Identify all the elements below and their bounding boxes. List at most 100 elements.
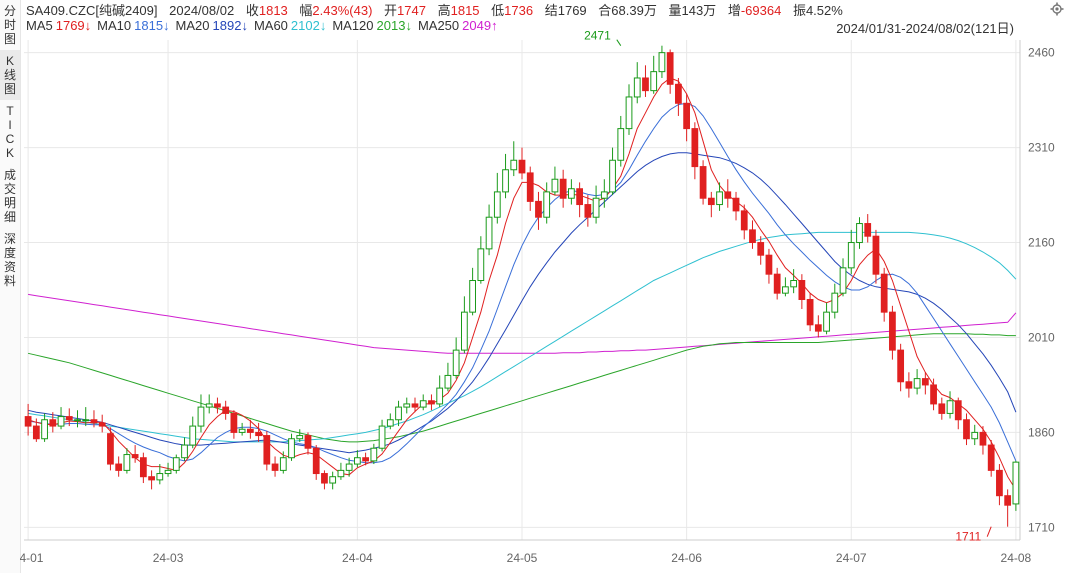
candle	[716, 182, 723, 211]
candle	[699, 160, 707, 205]
candle-body	[197, 406, 205, 427]
candle	[740, 204, 748, 240]
candle	[987, 440, 995, 477]
chg-label: 增	[727, 3, 741, 18]
ma60-line	[28, 231, 1017, 443]
candle	[749, 220, 756, 249]
low-label: 低	[491, 3, 505, 18]
candle-body	[189, 425, 197, 446]
candle	[584, 195, 592, 227]
candle	[263, 431, 271, 471]
candle-body	[90, 419, 98, 424]
candle-body	[230, 412, 238, 433]
candle-body	[716, 191, 723, 206]
sidebar-tab-4[interactable]: 深度资料	[0, 228, 20, 292]
x-tick-label: 24-04	[342, 551, 373, 565]
candle	[510, 141, 518, 177]
candle-body	[370, 447, 378, 462]
candle-body	[469, 280, 476, 313]
swing-value: 4.52%	[805, 3, 843, 18]
candle	[24, 403, 32, 436]
candle-body	[666, 52, 674, 85]
candle	[526, 166, 534, 211]
ma-legend-item: MA120 2013↓	[332, 18, 412, 33]
candle	[98, 414, 106, 433]
candle	[246, 419, 254, 439]
candle	[625, 84, 633, 135]
candle-body	[246, 428, 254, 433]
candle-body	[823, 311, 830, 332]
candle	[90, 410, 98, 428]
candle-body	[115, 463, 123, 471]
candle	[592, 185, 600, 224]
x-tick-label: 24-07	[836, 551, 867, 565]
candle-body	[411, 403, 419, 408]
candle	[172, 454, 180, 474]
candle	[82, 407, 90, 427]
candle-body	[724, 191, 732, 199]
candle	[551, 166, 559, 196]
sidebar-tab-3[interactable]: 成交明细	[0, 164, 20, 228]
candle	[403, 397, 411, 414]
candle-body	[321, 473, 328, 484]
candle	[732, 191, 740, 221]
ma10-line	[28, 102, 1017, 464]
candle	[419, 394, 427, 411]
candle	[321, 470, 328, 490]
quote-header: SA409.CZC[纯碱2409] 2024/08/02 收1813 幅2.43…	[26, 0, 851, 18]
candle	[839, 258, 847, 297]
candle	[642, 65, 649, 97]
y-tick-label: 2460	[1028, 46, 1055, 60]
candle-body	[345, 463, 353, 471]
ma-label: MA250	[417, 18, 460, 33]
candle-body	[222, 406, 230, 414]
annotation-label: 1711	[955, 530, 981, 544]
candle	[469, 267, 476, 316]
vol-value: 143万	[681, 3, 717, 18]
candle-body	[740, 210, 748, 231]
candle-body	[1012, 461, 1020, 505]
vol-label: 量	[668, 3, 682, 18]
symbol-label[interactable]: SA409.CZC[纯碱2409]	[26, 3, 158, 18]
ma-value: 1815	[134, 18, 164, 33]
candle	[395, 400, 402, 427]
candle	[823, 302, 830, 335]
chg-value: -69364	[740, 3, 782, 18]
high-value: 1815	[450, 3, 480, 18]
candle-body	[148, 476, 155, 481]
candle-body	[181, 444, 188, 459]
ma5-line	[27, 77, 1017, 491]
settings-icon[interactable]	[1050, 2, 1064, 16]
candle	[543, 182, 551, 224]
candle	[230, 410, 238, 439]
candle	[411, 397, 419, 413]
candle	[806, 293, 814, 332]
sidebar-tab-0[interactable]: 分时图	[0, 0, 20, 50]
sidebar-tab-label: 成交明细	[3, 168, 16, 224]
candle-body	[477, 248, 485, 282]
ma-legend-item: MA20 1892↓	[176, 18, 248, 33]
candle	[107, 427, 114, 471]
candle-body	[872, 235, 880, 275]
candle-body	[650, 71, 658, 92]
candle-body	[897, 349, 905, 383]
candle	[189, 416, 197, 449]
candle	[197, 394, 205, 433]
candle	[205, 394, 213, 414]
candle	[880, 267, 888, 322]
kline-chart[interactable]: 2460 2310 2160 2010 1860 1710 24-01 24-03 24-04 2…	[20, 0, 1080, 573]
candle	[304, 432, 312, 455]
candle-body	[732, 197, 740, 212]
date-range: 2024/01/31-2024/08/02(121日)	[836, 21, 1014, 36]
ma-legend-item: MA250 2049↑	[418, 18, 498, 33]
candle-body	[675, 83, 682, 104]
candle	[214, 397, 221, 414]
candle-body	[362, 457, 369, 462]
candle	[493, 172, 501, 224]
candle-body	[617, 128, 625, 161]
